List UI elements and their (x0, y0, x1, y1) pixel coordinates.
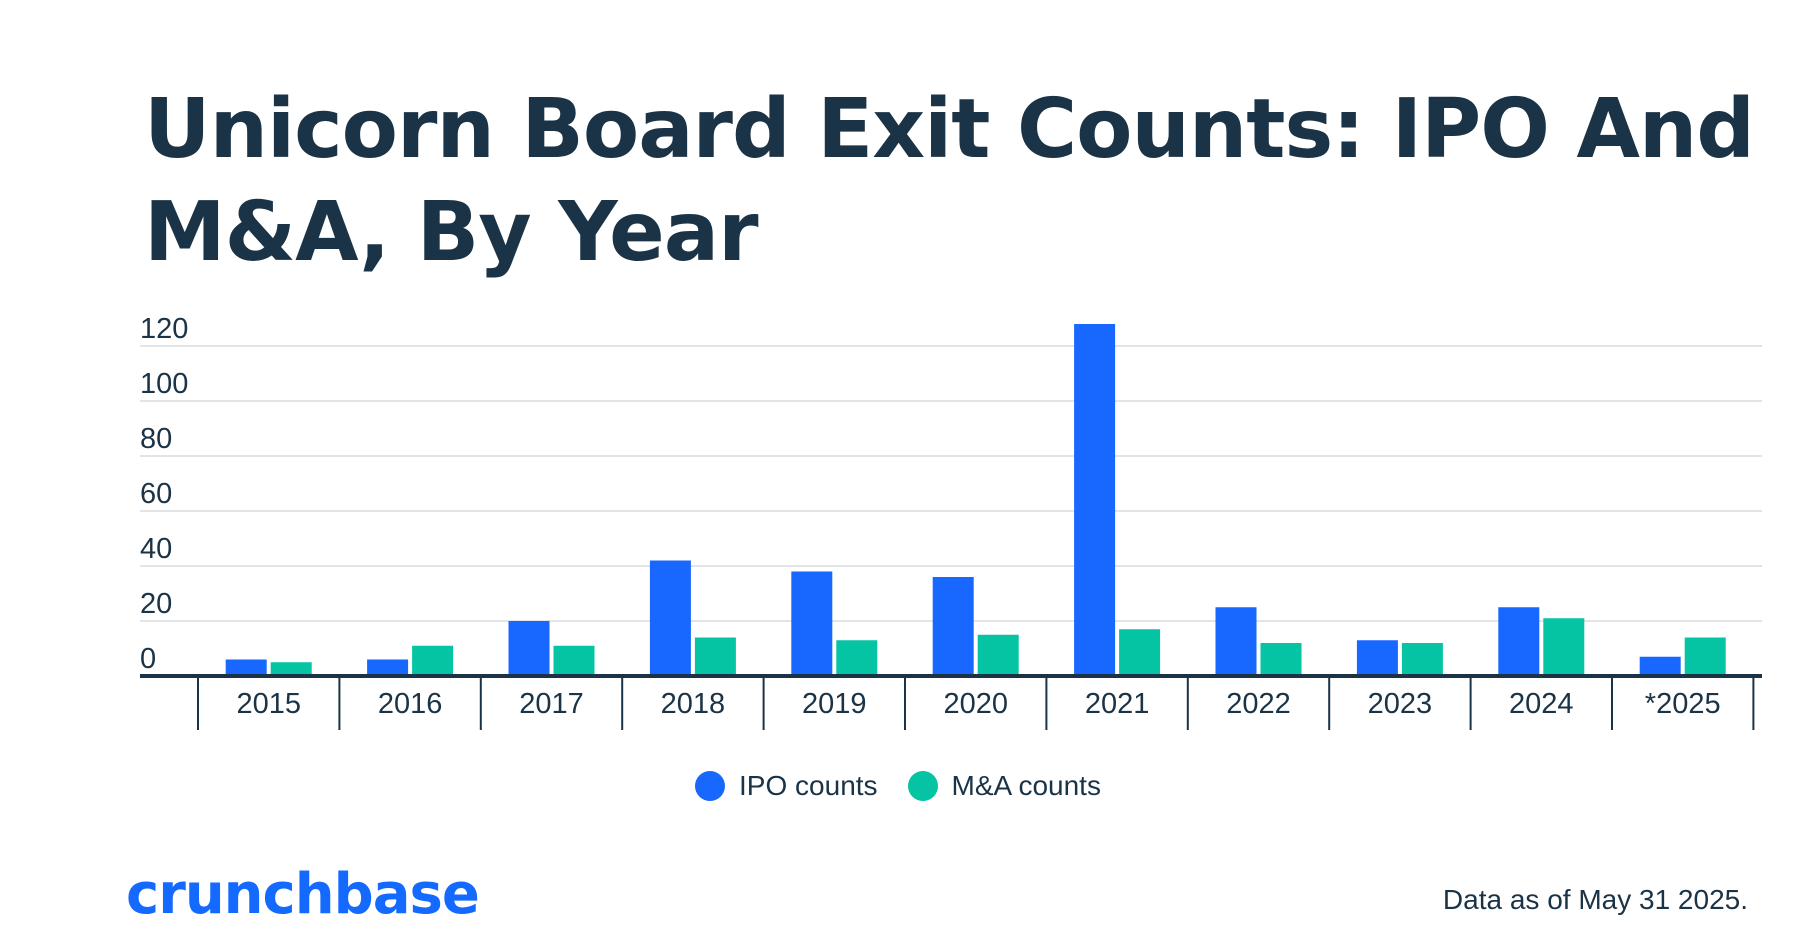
y-tick-label-60: 60 (140, 478, 172, 510)
legend-swatch-ma (907, 771, 938, 801)
x-tick-label-2017: 2017 (519, 688, 584, 720)
ipo-bar-2019 (791, 571, 833, 676)
ma-bar-2025 (1684, 637, 1726, 676)
y-tick-label-20: 20 (140, 588, 172, 620)
legend-swatch-ipo (695, 771, 726, 801)
ma-bar-2022 (1260, 643, 1302, 676)
chart-title: Unicorn Board Exit Counts: IPO And M&A, … (144, 82, 1755, 280)
x-tick-label-2023: 2023 (1368, 688, 1433, 720)
x-tick-label-2020: 2020 (943, 688, 1008, 720)
y-tick-label-0: 0 (140, 643, 156, 675)
x-tick-label-2018: 2018 (661, 688, 726, 720)
y-tick-label-120: 120 (140, 313, 188, 345)
legend-label-ipo: IPO counts (739, 770, 878, 801)
ma-bar-2017 (553, 645, 595, 676)
x-axis: 2015 2016 2017 2018 2019 2020 2021 2022 2023 2024… (140, 674, 1762, 730)
ipo-bar-2017 (508, 621, 550, 676)
x-tick-label-2016: 2016 (378, 688, 443, 720)
legend-label-ma: M&A counts (951, 770, 1101, 801)
data-date-note: Data as of May 31 2025. (1442, 884, 1748, 915)
ma-bar-2015 (270, 662, 312, 676)
x-tick-label-2022: 2022 (1226, 688, 1291, 720)
x-tick-label-2019: 2019 (802, 688, 867, 720)
ipo-bar-2025 (1639, 656, 1681, 676)
bar-chart: 0 20 40 60 80 100 120 2015 2016 2017 2018 2019 2020… (140, 313, 1762, 730)
ipo-bar-2021 (1074, 324, 1116, 676)
ma-bar-2019 (836, 640, 878, 676)
ipo-bar-2022 (1215, 607, 1257, 676)
ma-bar-2024 (1543, 618, 1585, 676)
crunchbase-logo[interactable]: crunchbase (126, 862, 480, 927)
ma-bar-2023 (1401, 643, 1443, 676)
y-tick-label-80: 80 (140, 423, 172, 455)
x-tick-label-2025: *2025 (1645, 688, 1721, 720)
x-tick-label-2015: 2015 (236, 688, 301, 720)
ipo-bar-2016 (367, 659, 409, 676)
y-axis-ticks: 0 20 40 60 80 100 120 (140, 313, 188, 675)
y-tick-label-100: 100 (140, 368, 188, 400)
legend-item-ma[interactable]: M&A counts (907, 770, 1101, 802)
ipo-bar-2015 (225, 659, 267, 676)
bars (225, 324, 1726, 676)
ipo-bar-2018 (649, 560, 691, 676)
ipo-bar-2023 (1356, 640, 1398, 676)
ma-bar-2020 (977, 634, 1019, 676)
x-tick-label-2024: 2024 (1509, 688, 1574, 720)
ma-bar-2018 (694, 637, 736, 676)
ipo-bar-2020 (932, 577, 974, 676)
x-tick-label-2021: 2021 (1085, 688, 1150, 720)
y-tick-label-40: 40 (140, 533, 172, 565)
ipo-bar-2024 (1498, 607, 1540, 676)
ma-bar-2016 (412, 645, 454, 676)
legend-item-ipo[interactable]: IPO counts (695, 770, 878, 802)
legend: IPO counts M&A counts (0, 770, 1796, 802)
ma-bar-2021 (1119, 629, 1161, 676)
